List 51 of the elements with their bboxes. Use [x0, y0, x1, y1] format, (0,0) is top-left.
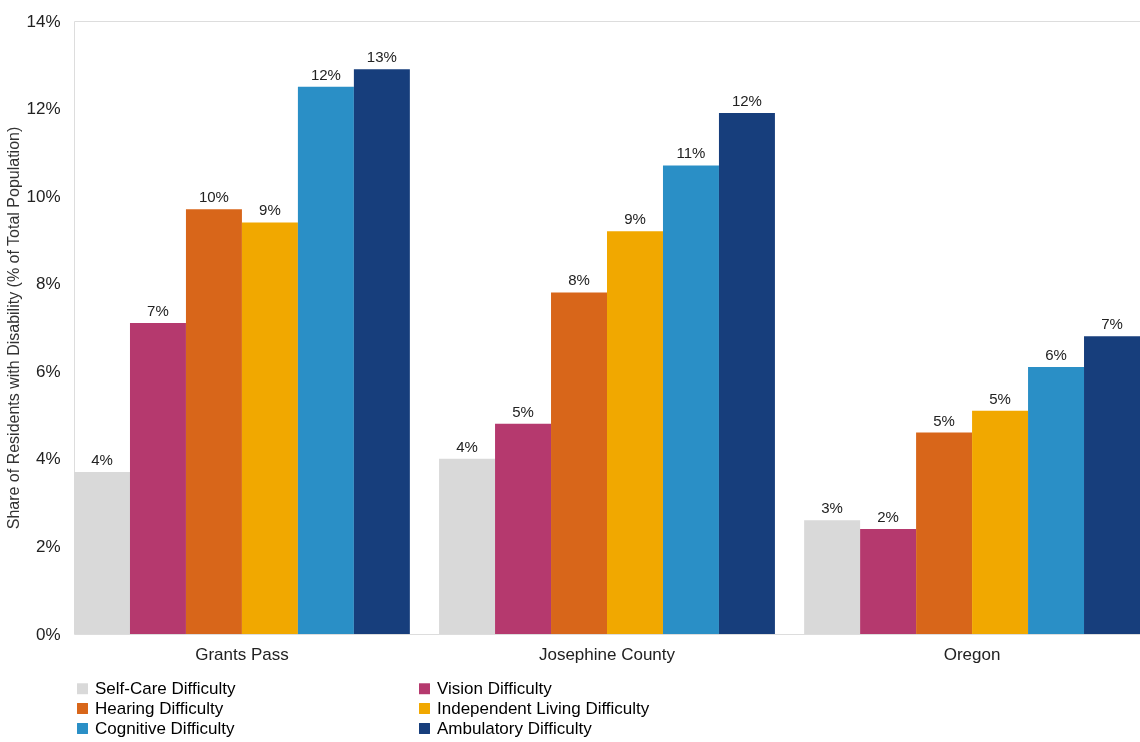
y-tick-label: 14%: [26, 11, 61, 31]
legend-label: Vision Difficulty: [437, 678, 553, 698]
data-label: 5%: [512, 402, 534, 420]
bar: [1028, 366, 1085, 634]
data-label: 13%: [366, 48, 397, 66]
bar: [607, 231, 663, 634]
bar: [297, 86, 354, 634]
bar: [662, 165, 719, 634]
data-label: 3%: [821, 499, 843, 517]
data-label: 6%: [1045, 345, 1067, 363]
bar: [972, 410, 1029, 634]
bar: [185, 209, 242, 634]
legend-label: Self-Care Difficulty: [95, 678, 236, 698]
data-label: 9%: [259, 201, 281, 219]
bar: [551, 292, 607, 634]
data-label: 5%: [933, 411, 955, 429]
x-tick-label: Grants Pass: [195, 644, 289, 664]
bar: [129, 323, 186, 634]
bar: [718, 112, 775, 634]
legend-label: Cognitive Difficulty: [95, 718, 236, 738]
legend-label: Hearing Difficulty: [95, 698, 224, 718]
data-label: 4%: [91, 450, 113, 468]
y-tick-label: 4%: [35, 449, 61, 469]
y-tick-label: 0%: [35, 624, 61, 644]
bar: [916, 432, 973, 634]
data-label: 7%: [147, 302, 169, 320]
bar: [1084, 336, 1140, 634]
y-tick-label: 2%: [35, 536, 61, 556]
data-label: 8%: [568, 271, 590, 289]
data-label: 5%: [989, 389, 1011, 407]
data-label: 7%: [1101, 315, 1123, 333]
legend-label: Ambulatory Difficulty: [437, 718, 593, 738]
data-label: 11%: [676, 144, 706, 162]
y-tick-label: 8%: [35, 274, 61, 294]
bar: [353, 69, 410, 634]
x-tick-label: Oregon: [943, 644, 1001, 664]
y-tick-label: 6%: [35, 361, 61, 381]
data-label: 12%: [731, 91, 762, 109]
data-label: 2%: [877, 507, 899, 525]
data-label: 10%: [198, 188, 229, 206]
data-label: 4%: [456, 437, 478, 455]
legend-label: Independent Living Difficulty: [437, 698, 650, 718]
bar: [241, 222, 298, 634]
bar: [860, 528, 917, 634]
data-label: 9%: [624, 210, 646, 228]
y-axis-title: Share of Residents with Disability (% of Total Population): [5, 126, 23, 530]
bar: [495, 423, 552, 634]
y-tick-label: 12%: [26, 99, 61, 119]
data-label: 12%: [310, 65, 341, 83]
y-tick-label: 10%: [26, 186, 61, 206]
x-tick-label: Josephine County: [538, 644, 676, 664]
